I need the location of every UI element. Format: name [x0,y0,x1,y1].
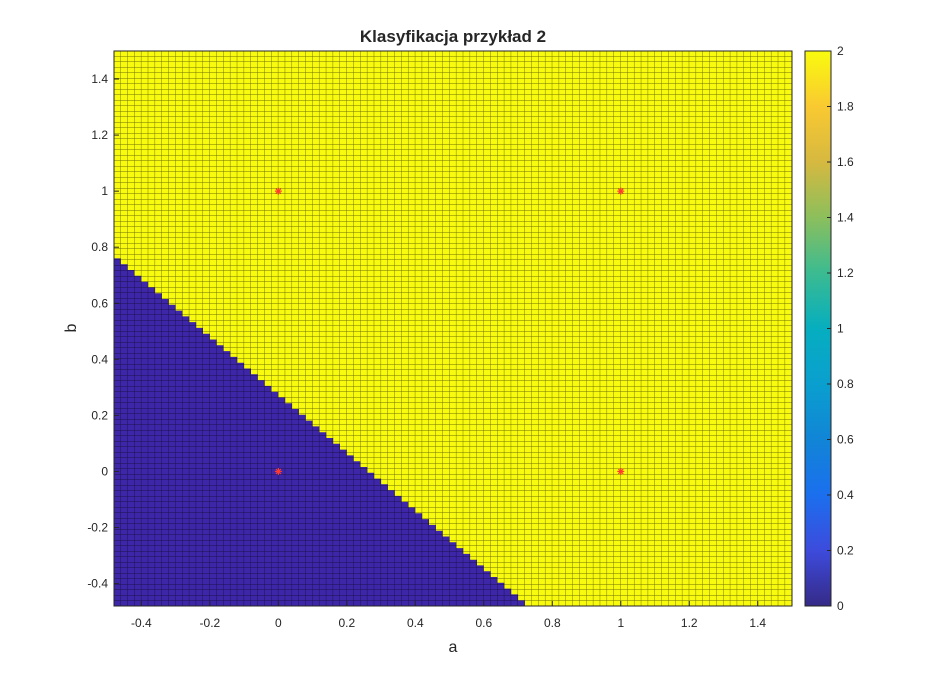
x-tick-label: 0.2 [339,616,356,630]
sample-point [617,187,625,195]
x-tick-label: 1.4 [749,616,766,630]
y-tick-label: 0 [101,464,108,478]
sample-points [274,187,625,475]
x-tick-label: 0 [275,616,282,630]
plot-area [113,50,793,607]
y-tick-label: 0.2 [91,408,108,422]
x-tick-label: 1.2 [681,616,698,630]
sample-point [274,467,282,475]
y-axis: -0.4 -0.2 0 0.2 0.4 0.6 0.8 1 1.2 1.4 [87,72,119,591]
x-tick-label: 1 [617,616,624,630]
y-tick-label: 0.4 [91,352,108,366]
x-tick-label: 0.6 [475,616,492,630]
colorbar-ticks: 0 0.2 0.4 0.6 0.8 1 1.2 1.4 1.6 1.8 2 [827,44,854,613]
grid-lines [114,51,792,606]
colorbar-tick-label: 0.4 [837,488,854,502]
colorbar-tick-label: 1.4 [837,211,854,225]
y-axis-label: b [63,323,80,332]
colorbar-tick-label: 0.8 [837,377,854,391]
sample-point [274,187,282,195]
colorbar-tick-label: 1 [837,322,844,336]
y-tick-label: -0.2 [87,521,108,535]
y-tick-label: 1.2 [91,128,108,142]
colorbar-tick-label: 1.6 [837,155,854,169]
x-tick-label: -0.2 [200,616,221,630]
colorbar-tick-label: 2 [837,44,844,58]
chart-title: Klasyfikacja przykład 2 [360,27,546,46]
colorbar-tick-label: 0 [837,599,844,613]
x-tick-label: 0.4 [407,616,424,630]
sample-point [617,467,625,475]
y-tick-label: 1 [101,184,108,198]
colorbar-tick-label: 1.8 [837,100,854,114]
colorbar-tick-label: 0.6 [837,433,854,447]
x-tick-label: 0.8 [544,616,561,630]
colorbar-gradient [804,50,832,607]
y-tick-label: 1.4 [91,72,108,86]
colorbar-tick-label: 1.2 [837,266,854,280]
x-axis-label: a [449,639,458,656]
x-axis: -0.4 -0.2 0 0.2 0.4 0.6 0.8 1 1.2 1.4 [131,601,766,630]
colorbar: 0 0.2 0.4 0.6 0.8 1 1.2 1.4 1.6 1.8 2 [804,44,854,613]
plot-border [113,50,793,607]
y-tick-label: 0.6 [91,296,108,310]
y-tick-label: -0.4 [87,577,108,591]
y-tick-label: 0.8 [91,240,108,254]
colorbar-tick-label: 0.2 [837,544,854,558]
x-tick-label: -0.4 [131,616,152,630]
